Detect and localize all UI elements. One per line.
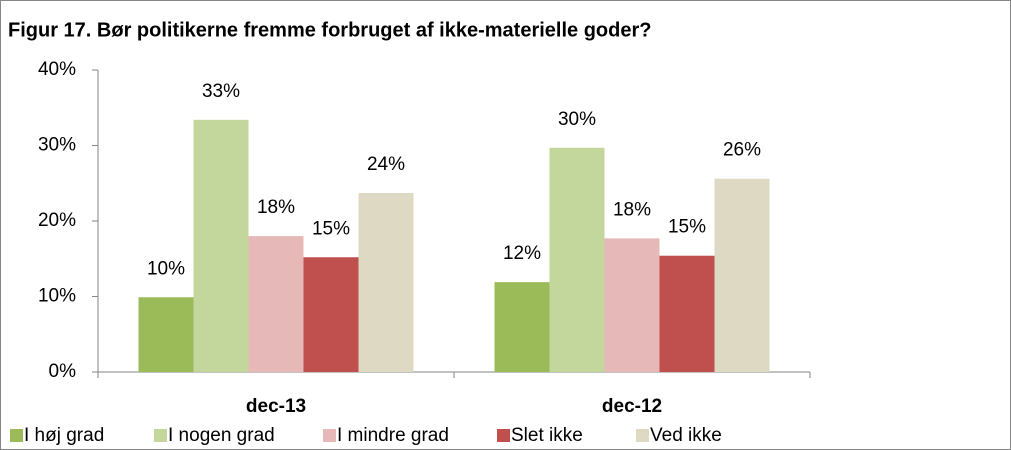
data-label: 12% <box>503 243 541 264</box>
legend-swatch <box>154 429 167 442</box>
legend-label: Slet ikke <box>511 425 583 446</box>
data-label: 24% <box>367 154 405 175</box>
bar <box>193 119 249 372</box>
x-tick-label: dec-12 <box>602 396 662 417</box>
y-tick-label: 0% <box>49 361 77 382</box>
legend-swatch <box>636 429 649 442</box>
x-tick-label: dec-13 <box>246 396 306 417</box>
bar <box>494 282 550 372</box>
legend-label: I nogen grad <box>168 425 275 446</box>
bar <box>358 193 414 372</box>
legend-label: Ved ikke <box>650 425 722 446</box>
y-tick-label: 40% <box>38 59 76 80</box>
data-label: 26% <box>723 140 761 161</box>
y-tick-label: 20% <box>38 210 76 231</box>
bar <box>303 257 359 372</box>
data-label: 15% <box>668 217 706 238</box>
bar <box>248 236 304 372</box>
legend-label: I mindre grad <box>337 425 449 446</box>
data-label: 30% <box>558 109 596 130</box>
data-label: 10% <box>147 258 185 279</box>
data-label: 33% <box>202 81 240 102</box>
legend-swatch <box>10 429 23 442</box>
bar <box>138 297 194 372</box>
y-tick-label: 10% <box>38 286 76 307</box>
legend-label: I høj grad <box>24 425 104 446</box>
bar <box>549 147 605 372</box>
bar <box>659 255 715 372</box>
legend-swatch <box>497 429 510 442</box>
data-label: 15% <box>312 218 350 239</box>
chart-title: Figur 17. Bør politikerne fremme forbrug… <box>8 19 652 41</box>
data-label: 18% <box>613 199 651 220</box>
data-label: 18% <box>257 197 295 218</box>
bar <box>604 238 660 372</box>
legend-swatch <box>323 429 336 442</box>
y-tick-label: 30% <box>38 135 76 156</box>
bar <box>714 178 770 372</box>
